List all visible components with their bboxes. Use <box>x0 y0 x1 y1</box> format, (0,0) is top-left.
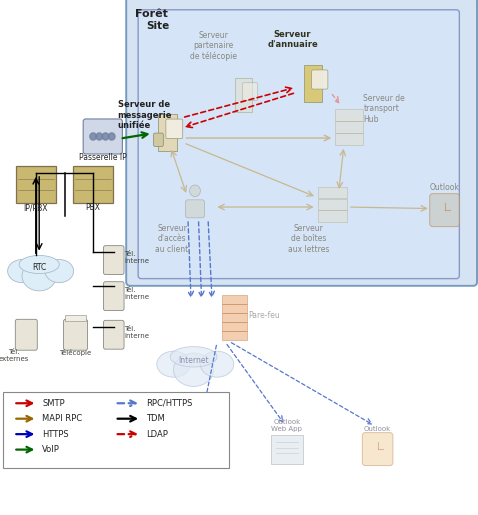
Circle shape <box>102 133 109 140</box>
Circle shape <box>90 133 97 140</box>
FancyBboxPatch shape <box>103 246 124 274</box>
Text: Internet: Internet <box>178 356 209 365</box>
FancyBboxPatch shape <box>103 282 124 311</box>
Text: LDAP: LDAP <box>146 430 168 439</box>
Text: RPC/HTTPS: RPC/HTTPS <box>146 399 192 408</box>
Ellipse shape <box>170 347 217 367</box>
Ellipse shape <box>22 261 56 291</box>
FancyBboxPatch shape <box>166 119 183 139</box>
FancyBboxPatch shape <box>138 10 459 279</box>
FancyBboxPatch shape <box>64 319 87 350</box>
Text: RTC: RTC <box>32 263 46 272</box>
FancyBboxPatch shape <box>335 121 363 133</box>
Text: Tél.
interne: Tél. interne <box>124 251 149 264</box>
Text: Serveur
de boîtes
aux lettres: Serveur de boîtes aux lettres <box>288 224 329 254</box>
Ellipse shape <box>8 260 36 283</box>
FancyBboxPatch shape <box>318 199 347 210</box>
FancyBboxPatch shape <box>65 316 86 321</box>
Text: Forêt: Forêt <box>135 9 168 19</box>
Text: Serveur de
transport
Hub: Serveur de transport Hub <box>363 94 405 124</box>
FancyBboxPatch shape <box>191 431 209 465</box>
FancyBboxPatch shape <box>222 304 247 313</box>
Ellipse shape <box>19 255 59 273</box>
Text: SMTP: SMTP <box>42 399 65 408</box>
Text: TDM: TDM <box>146 414 164 423</box>
FancyBboxPatch shape <box>318 187 347 198</box>
FancyBboxPatch shape <box>430 194 459 227</box>
FancyBboxPatch shape <box>304 65 322 101</box>
FancyBboxPatch shape <box>222 295 247 303</box>
Text: Exchange
ActiveSync: Exchange ActiveSync <box>181 419 219 432</box>
Circle shape <box>96 133 103 140</box>
Ellipse shape <box>174 353 214 386</box>
Text: Serveur
partenaire
de télécopie: Serveur partenaire de télécopie <box>190 31 237 61</box>
Text: Serveur
d'annuaire: Serveur d'annuaire <box>267 30 318 49</box>
FancyBboxPatch shape <box>242 83 258 100</box>
FancyBboxPatch shape <box>103 320 124 349</box>
Text: Site: Site <box>146 21 169 30</box>
Text: Tél.
interne: Tél. interne <box>124 325 149 339</box>
FancyBboxPatch shape <box>83 119 122 154</box>
Text: Passerelle IP: Passerelle IP <box>79 153 127 162</box>
FancyBboxPatch shape <box>222 322 247 331</box>
Text: Outlook: Outlook <box>364 425 391 432</box>
Ellipse shape <box>200 351 234 377</box>
Text: Serveur de
messagerie
unifiée: Serveur de messagerie unifiée <box>118 100 172 130</box>
FancyBboxPatch shape <box>222 331 247 340</box>
FancyBboxPatch shape <box>235 78 252 112</box>
Text: Tél.
externes: Tél. externes <box>0 349 29 362</box>
Text: Outlook: Outlook <box>430 183 459 192</box>
FancyBboxPatch shape <box>362 433 393 466</box>
Text: PBX: PBX <box>86 203 101 212</box>
FancyBboxPatch shape <box>335 133 363 145</box>
FancyBboxPatch shape <box>74 166 113 203</box>
FancyBboxPatch shape <box>312 70 328 89</box>
Ellipse shape <box>157 351 190 377</box>
Text: Pare-feu: Pare-feu <box>249 311 280 320</box>
Text: HTTPS: HTTPS <box>42 430 69 439</box>
FancyBboxPatch shape <box>126 0 477 286</box>
FancyBboxPatch shape <box>153 133 163 146</box>
FancyBboxPatch shape <box>16 166 55 203</box>
FancyBboxPatch shape <box>3 392 229 468</box>
FancyBboxPatch shape <box>318 210 347 221</box>
Text: IP/PBX: IP/PBX <box>23 203 48 212</box>
Circle shape <box>109 133 115 140</box>
FancyBboxPatch shape <box>158 114 177 151</box>
Text: Serveur
d'accès
au client: Serveur d'accès au client <box>155 224 189 254</box>
FancyBboxPatch shape <box>185 200 205 218</box>
FancyBboxPatch shape <box>222 313 247 322</box>
Ellipse shape <box>190 185 200 197</box>
Text: MAPI RPC: MAPI RPC <box>42 414 82 423</box>
FancyBboxPatch shape <box>335 109 363 121</box>
Text: Tél.
interne: Tél. interne <box>124 287 149 300</box>
Text: Télécopie: Télécopie <box>59 349 92 356</box>
FancyBboxPatch shape <box>15 319 37 350</box>
Ellipse shape <box>45 260 74 283</box>
Text: Outlook
Web App: Outlook Web App <box>272 419 302 432</box>
Text: VoIP: VoIP <box>42 445 60 454</box>
FancyBboxPatch shape <box>271 435 303 464</box>
